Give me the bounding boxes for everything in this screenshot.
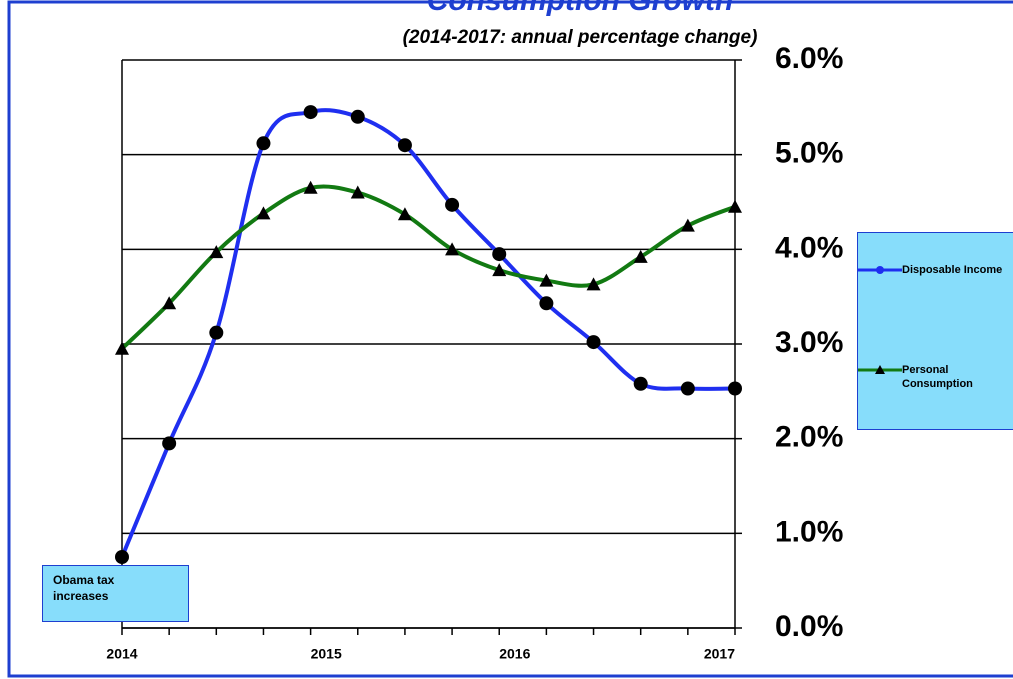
marker <box>445 197 460 212</box>
legend-label: Disposable Income <box>902 264 1003 276</box>
legend: Disposable Income Personal Consumption <box>857 232 1013 430</box>
y-tick-label: 5.0% <box>775 137 843 170</box>
line <box>120 184 736 351</box>
marker <box>209 245 224 259</box>
marker <box>539 296 554 311</box>
y-tick-label: 3.0% <box>775 326 843 359</box>
x-tick-label: 2017 <box>704 646 735 662</box>
y-tick-label: 4.0% <box>775 231 843 264</box>
y-tick-label: 2.0% <box>775 421 843 454</box>
marker <box>162 436 177 451</box>
legend-swatch <box>858 266 902 274</box>
marker <box>256 206 271 220</box>
marker <box>680 381 695 396</box>
marker <box>303 180 318 194</box>
y-tick-label: 1.0% <box>775 515 843 548</box>
legend-swatch <box>858 365 902 374</box>
plot-area: 0.0% 1.0% 2.0% 3.0% 4.0% 5.0% 6.0% 2014 2015 2016… <box>106 42 843 662</box>
x-tick-label: 2014 <box>106 646 137 662</box>
x-tick-label: 2015 <box>311 646 342 662</box>
legend-label: Personal Consumption <box>902 364 973 390</box>
legend-entry: Disposable Income <box>858 263 1012 277</box>
chart-subtitle: (2014-2017: annual percentage change) <box>403 27 758 48</box>
annotation-text: Obama tax increases <box>53 573 115 603</box>
chart-title: Consumption Growth <box>427 0 734 17</box>
marker <box>350 109 365 124</box>
marker <box>350 185 365 199</box>
marker <box>728 381 742 396</box>
annotation: Obama tax increases <box>42 565 189 622</box>
marker <box>256 136 271 151</box>
legend-entry: Personal Consumption <box>858 363 1012 391</box>
marker <box>445 242 460 256</box>
marker <box>539 273 554 287</box>
frame <box>7 0 1013 678</box>
marker <box>115 341 129 355</box>
marker <box>209 325 224 340</box>
marker <box>492 247 507 262</box>
marker <box>633 249 648 263</box>
marker <box>586 335 601 350</box>
y-tick-label: 0.0% <box>775 610 843 643</box>
marker <box>162 296 177 310</box>
y-tick-label: 6.0% <box>775 42 843 75</box>
marker <box>728 199 742 213</box>
marker <box>397 138 412 153</box>
marker <box>115 550 129 564</box>
x-tick-label: 2016 <box>499 646 530 662</box>
marker <box>303 105 318 120</box>
marker <box>492 263 507 277</box>
marker <box>586 277 601 291</box>
marker <box>680 218 695 232</box>
marker <box>633 376 648 391</box>
marker <box>397 207 412 221</box>
